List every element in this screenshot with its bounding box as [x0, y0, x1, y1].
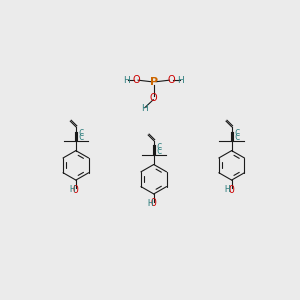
Text: O: O [132, 75, 140, 85]
Text: P: P [150, 77, 158, 87]
Text: O: O [151, 199, 157, 208]
Text: C: C [156, 147, 162, 156]
Text: C: C [234, 133, 240, 142]
Text: O: O [229, 184, 235, 195]
Text: O: O [73, 184, 79, 195]
Text: H: H [123, 76, 130, 85]
Text: C: C [234, 130, 240, 139]
Text: O: O [167, 75, 175, 85]
Text: C: C [78, 130, 84, 139]
Text: C: C [156, 143, 162, 152]
Text: H: H [69, 185, 74, 194]
Text: H: H [178, 76, 184, 85]
Text: C: C [78, 133, 84, 142]
Text: O: O [150, 93, 158, 103]
Text: H: H [225, 185, 230, 194]
Text: H: H [141, 104, 148, 113]
Text: H: H [147, 199, 152, 208]
